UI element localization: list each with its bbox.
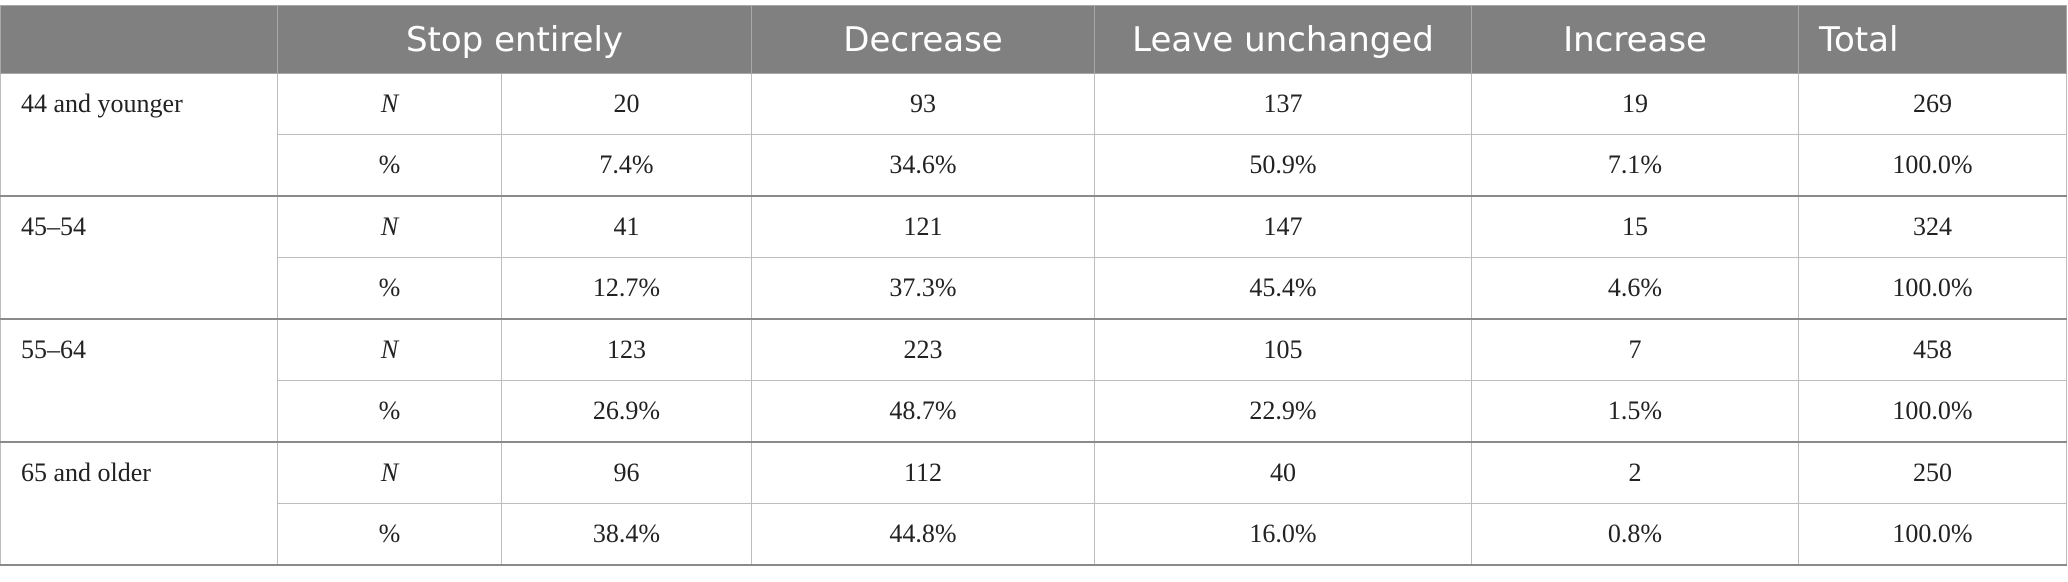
cell-decrease: 34.6% bbox=[751, 134, 1096, 197]
cell-total: 100.0% bbox=[1798, 257, 2068, 320]
cell-total: 100.0% bbox=[1798, 503, 2068, 566]
table-row: % 38.4% 44.8% 16.0% 0.8% 100.0% bbox=[1, 503, 2068, 566]
header-increase: Increase bbox=[1471, 5, 1800, 74]
cell-increase: 4.6% bbox=[1471, 257, 1800, 320]
measure-label: N bbox=[277, 441, 502, 504]
header-leave-unchanged: Leave unchanged bbox=[1094, 5, 1473, 74]
cell-total: 324 bbox=[1798, 195, 2068, 258]
cell-stop-entirely: 26.9% bbox=[500, 380, 753, 443]
table-row: 65 and older N 96 112 40 2 250 bbox=[0, 441, 2068, 566]
cell-leave-unchanged: 45.4% bbox=[1094, 257, 1473, 320]
header-decrease: Decrease bbox=[751, 5, 1096, 74]
data-table: Stop entirely Decrease Leave unchanged I… bbox=[0, 5, 2068, 566]
cell-stop-entirely: 20 bbox=[500, 73, 753, 135]
age-group-label: 55–64 bbox=[0, 318, 278, 443]
age-group-label: 44 and younger bbox=[0, 73, 278, 197]
cell-stop-entirely: 96 bbox=[500, 441, 753, 504]
table-row: 45–54 N 41 121 147 15 324 bbox=[0, 195, 2068, 320]
cell-stop-entirely: 123 bbox=[500, 318, 753, 381]
cell-total: 458 bbox=[1798, 318, 2068, 381]
table-row: % 26.9% 48.7% 22.9% 1.5% 100.0% bbox=[1, 380, 2068, 443]
cell-leave-unchanged: 22.9% bbox=[1094, 380, 1473, 443]
cell-stop-entirely: 7.4% bbox=[500, 134, 753, 197]
measure-label: % bbox=[277, 257, 502, 320]
cell-decrease: 93 bbox=[751, 73, 1096, 135]
cell-stop-entirely: 41 bbox=[500, 195, 753, 258]
age-group-label: 65 and older bbox=[0, 441, 278, 566]
cell-total: 100.0% bbox=[1798, 380, 2068, 443]
cell-decrease: 121 bbox=[751, 195, 1096, 258]
cell-leave-unchanged: 40 bbox=[1094, 441, 1473, 504]
table-row: % 7.4% 34.6% 50.9% 7.1% 100.0% bbox=[1, 134, 2068, 197]
table-row: 44 and younger N 20 93 137 19 269 bbox=[0, 73, 2068, 197]
cell-decrease: 48.7% bbox=[751, 380, 1096, 443]
cell-increase: 19 bbox=[1471, 73, 1800, 135]
cell-leave-unchanged: 50.9% bbox=[1094, 134, 1473, 197]
measure-label: N bbox=[277, 195, 502, 258]
table-row: 55–64 N 123 223 105 7 458 bbox=[0, 318, 2068, 443]
cell-decrease: 37.3% bbox=[751, 257, 1096, 320]
cell-increase: 7 bbox=[1471, 318, 1800, 381]
measure-label: N bbox=[277, 73, 502, 135]
cell-leave-unchanged: 16.0% bbox=[1094, 503, 1473, 566]
cell-increase: 0.8% bbox=[1471, 503, 1800, 566]
cell-leave-unchanged: 105 bbox=[1094, 318, 1473, 381]
measure-label: N bbox=[277, 318, 502, 381]
cell-total: 250 bbox=[1798, 441, 2068, 504]
cell-total: 269 bbox=[1798, 73, 2068, 135]
cell-increase: 15 bbox=[1471, 195, 1800, 258]
header-row: Stop entirely Decrease Leave unchanged I… bbox=[0, 5, 2068, 74]
cell-leave-unchanged: 137 bbox=[1094, 73, 1473, 135]
measure-label: % bbox=[277, 503, 502, 566]
cell-decrease: 44.8% bbox=[751, 503, 1096, 566]
cell-decrease: 223 bbox=[751, 318, 1096, 381]
header-stop-entirely: Stop entirely bbox=[276, 5, 753, 74]
cell-increase: 7.1% bbox=[1471, 134, 1800, 197]
table-row: % 12.7% 37.3% 45.4% 4.6% 100.0% bbox=[1, 257, 2068, 320]
cell-total: 100.0% bbox=[1798, 134, 2068, 197]
cell-leave-unchanged: 147 bbox=[1094, 195, 1473, 258]
header-total: Total bbox=[1798, 5, 2068, 74]
cell-decrease: 112 bbox=[751, 441, 1096, 504]
header-empty bbox=[0, 5, 278, 74]
cell-increase: 1.5% bbox=[1471, 380, 1800, 443]
cell-stop-entirely: 38.4% bbox=[500, 503, 753, 566]
cell-increase: 2 bbox=[1471, 441, 1800, 504]
age-group-label: 45–54 bbox=[0, 195, 278, 320]
cell-stop-entirely: 12.7% bbox=[500, 257, 753, 320]
measure-label: % bbox=[277, 380, 502, 443]
measure-label: % bbox=[277, 134, 502, 197]
